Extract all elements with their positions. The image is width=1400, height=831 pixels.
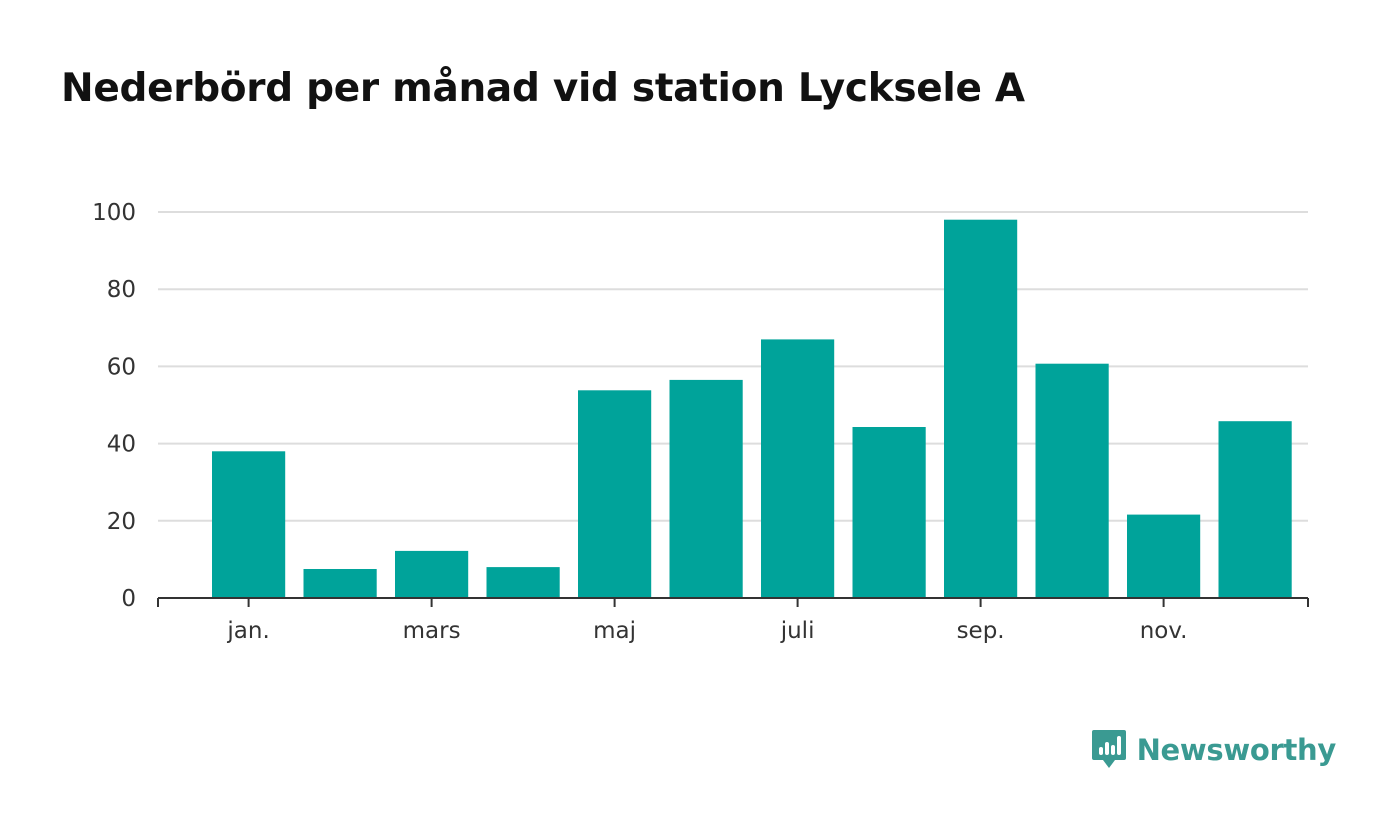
bar-dec. <box>1218 421 1292 598</box>
y-tick-label: 0 <box>121 586 136 612</box>
x-tick-labels: jan. mars maj juli sep. nov. <box>226 618 1187 644</box>
y-tick-label: 40 <box>107 432 136 458</box>
brand-name: Newsworthy <box>1136 733 1337 767</box>
bar-nov. <box>1127 514 1201 598</box>
x-axis <box>157 597 1309 607</box>
bar-jan. <box>212 451 286 598</box>
x-tick-label: mars <box>403 618 461 644</box>
bar-feb. <box>303 569 377 598</box>
x-tick-label: maj <box>593 618 636 644</box>
y-tick-label: 60 <box>107 354 136 380</box>
chart-title: Nederbörd per månad vid station Lycksele… <box>61 66 1025 111</box>
y-tick-label: 100 <box>92 200 136 226</box>
y-tick-label: 20 <box>107 509 136 535</box>
y-tick-label: 80 <box>107 277 136 303</box>
newsworthy-logo: Newsworthy <box>1091 728 1336 772</box>
x-tick-label: jan. <box>226 618 269 644</box>
bar-mars <box>395 550 469 598</box>
bars <box>212 219 1292 598</box>
bar-sep. <box>944 219 1018 598</box>
bar-okt. <box>1035 363 1109 598</box>
x-tick-label: sep. <box>957 618 1005 644</box>
bar-maj <box>578 390 652 598</box>
bar-juni <box>669 379 743 598</box>
y-tick-labels: 0 20 40 60 80 100 <box>92 200 136 612</box>
bar-aug. <box>852 427 926 598</box>
x-tick-label: juli <box>780 618 815 644</box>
bar-apr. <box>486 567 560 598</box>
x-tick-label: nov. <box>1140 618 1188 644</box>
bar-juli <box>761 339 835 598</box>
newsworthy-logo-icon <box>1091 730 1126 768</box>
